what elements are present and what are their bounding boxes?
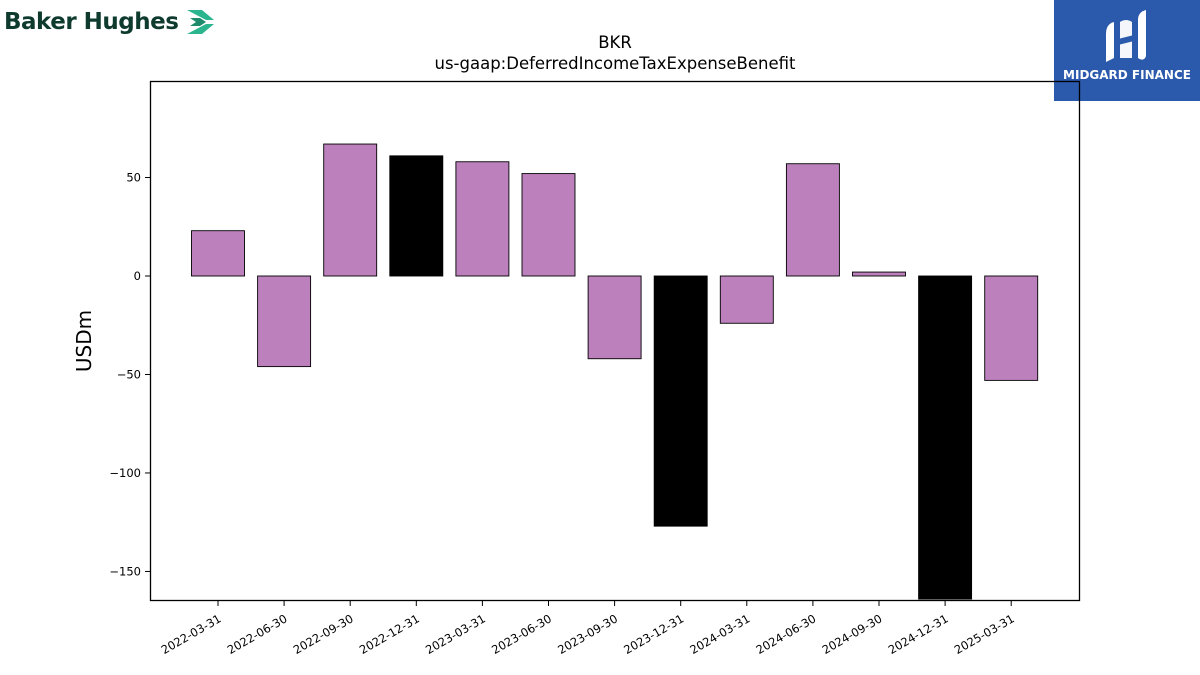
- x-tick-label: 2023-12-31: [621, 611, 686, 657]
- plot-frame: [149, 80, 1081, 602]
- brand-name: Baker Hughes: [4, 9, 179, 35]
- y-axis: −150 −100 −50 0 50: [109, 171, 150, 578]
- y-tick-label: −100: [109, 466, 141, 480]
- x-tick-label: 2024-03-31: [687, 611, 752, 657]
- y-tick-label: −150: [109, 564, 141, 578]
- bar-2023-03-31: [455, 161, 510, 277]
- x-tick-label: 2022-06-30: [225, 611, 290, 657]
- y-tick-label: 0: [134, 269, 141, 283]
- bar-2023-09-30: [587, 275, 642, 360]
- bar-2024-03-31: [719, 275, 774, 324]
- bar-2024-09-30: [852, 271, 906, 277]
- bar-2023-06-30: [521, 173, 576, 277]
- bar-2022-09-30: [323, 143, 378, 277]
- y-tick-label: −50: [117, 367, 141, 381]
- chart-title-block: BKR us-gaap:DeferredIncomeTaxExpenseBene…: [150, 32, 1080, 74]
- x-tick-label: 2023-06-30: [489, 611, 554, 657]
- brand-logo: Baker Hughes: [4, 4, 218, 40]
- y-axis-label: USDm: [72, 310, 96, 372]
- partner-name: MIDGARD FINANCE: [1063, 68, 1191, 82]
- partner-logo: MIDGARD FINANCE: [1054, 0, 1200, 101]
- chart-subtitle: us-gaap:DeferredIncomeTaxExpenseBenefit: [434, 54, 796, 73]
- midgard-m-icon: [1106, 10, 1146, 62]
- bar-2022-12-31: [389, 155, 444, 277]
- y-tick-label: 50: [126, 171, 141, 185]
- bar-2022-03-31: [191, 230, 245, 277]
- chart-title: BKR: [598, 33, 632, 52]
- bar-2025-03-31: [984, 275, 1039, 381]
- baker-hughes-chevron-icon: [187, 10, 215, 34]
- bar-2024-06-30: [785, 163, 840, 277]
- x-tick-label: 2024-06-30: [754, 611, 819, 657]
- x-tick-label: 2024-09-30: [820, 611, 885, 657]
- x-tick-label: 2022-09-30: [291, 611, 356, 657]
- x-tick-label: 2022-12-31: [357, 611, 422, 657]
- x-tick-label: 2023-09-30: [555, 611, 620, 657]
- bar-2022-06-30: [257, 275, 312, 368]
- x-tick-label: 2022-03-31: [159, 611, 224, 657]
- x-tick-label: 2023-03-31: [423, 611, 488, 657]
- x-axis: 2022-03-31 2022-06-30 2022-09-30 2022-12-31…: [159, 601, 1017, 657]
- x-tick-label: 2025-03-31: [952, 611, 1017, 657]
- bar-series: [191, 143, 1039, 600]
- bar-2024-12-31: [918, 275, 973, 600]
- bar-2023-12-31: [653, 275, 708, 527]
- x-tick-label: 2024-12-31: [886, 611, 951, 657]
